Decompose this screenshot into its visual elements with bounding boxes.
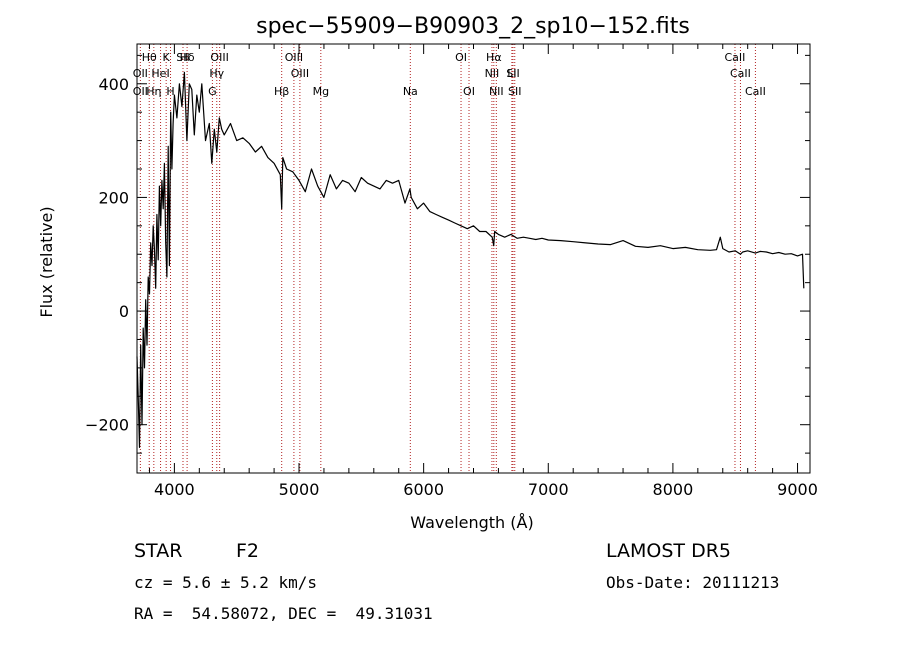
line-label: OII bbox=[133, 67, 148, 80]
line-label: Hγ bbox=[209, 67, 224, 80]
redshift-velocity: cz = 5.6 ± 5.2 km/s bbox=[134, 573, 318, 592]
line-label: Li bbox=[507, 67, 516, 80]
line-label: HeI bbox=[151, 67, 169, 80]
x-tick-label: 9000 bbox=[777, 480, 818, 499]
line-label: CaII bbox=[730, 67, 751, 80]
y-tick-label: −200 bbox=[85, 416, 129, 435]
line-label: Hα bbox=[486, 51, 502, 64]
line-label: K bbox=[163, 51, 171, 64]
spectral-line-labels: Hθ K Hδ OIII OIII OI Hα SII CaII OII HeI SII Hγ OIII N… bbox=[133, 51, 766, 98]
line-label: OIII bbox=[291, 67, 309, 80]
spectral-line-markers bbox=[139, 44, 756, 473]
line-label: Na bbox=[403, 85, 418, 98]
line-label: OI bbox=[455, 51, 467, 64]
line-label: NII bbox=[485, 67, 500, 80]
line-label: OIII bbox=[285, 51, 303, 64]
axis-ticks: 4000 5000 6000 7000 8000 9000 −200 0 200 400 bbox=[85, 44, 818, 499]
y-tick-label: 200 bbox=[98, 188, 129, 207]
x-tick-label: 4000 bbox=[154, 480, 195, 499]
x-tick-label: 6000 bbox=[403, 480, 444, 499]
spectrum-chart: spec−55909−B90903_2_sp10−152.fits Hθ K Hδ O… bbox=[37, 14, 818, 532]
ra-dec-coordinates: RA = 54.58072, DEC = 49.31031 bbox=[134, 604, 433, 623]
line-label: H bbox=[166, 85, 174, 98]
line-label: OIII bbox=[210, 51, 228, 64]
observation-date: Obs-Date: 20111213 bbox=[606, 573, 780, 592]
x-tick-label: 7000 bbox=[528, 480, 569, 499]
line-label: G bbox=[208, 85, 217, 98]
object-class: STAR bbox=[134, 540, 183, 562]
object-subclass: F2 bbox=[236, 540, 260, 562]
line-label: CaII bbox=[745, 85, 766, 98]
y-axis-label: Flux (relative) bbox=[37, 206, 56, 317]
spectrum-line bbox=[136, 71, 805, 448]
line-label: Mg bbox=[313, 85, 329, 98]
chart-title: spec−55909−B90903_2_sp10−152.fits bbox=[256, 14, 690, 39]
y-tick-label: 400 bbox=[98, 75, 129, 94]
line-label: OI bbox=[463, 85, 475, 98]
x-axis-label: Wavelength (Å) bbox=[410, 513, 533, 532]
x-tick-label: 5000 bbox=[279, 480, 320, 499]
line-label: Hβ bbox=[274, 85, 289, 98]
line-label: NII bbox=[489, 85, 504, 98]
survey-name: LAMOST DR5 bbox=[606, 540, 731, 562]
line-label: Hη bbox=[146, 85, 161, 98]
line-label: SII bbox=[176, 51, 189, 64]
x-tick-label: 8000 bbox=[653, 480, 694, 499]
line-label: SII bbox=[508, 85, 521, 98]
spectrum-trace bbox=[136, 71, 805, 448]
line-label: Hδ bbox=[180, 51, 195, 64]
plot-frame bbox=[136, 43, 811, 474]
y-tick-label: 0 bbox=[119, 302, 129, 321]
line-label: Hθ bbox=[142, 51, 157, 64]
line-label: SII bbox=[506, 67, 519, 80]
line-label: CaII bbox=[725, 51, 746, 64]
